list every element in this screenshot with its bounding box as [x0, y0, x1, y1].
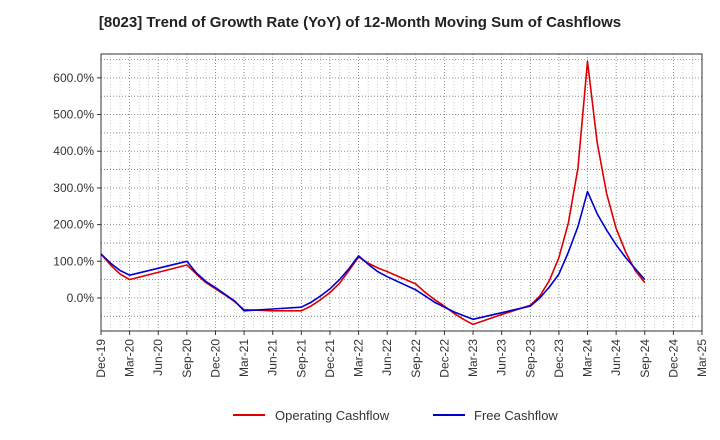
chart-title: [8023] Trend of Growth Rate (YoY) of 12-… — [98, 14, 622, 31]
legend-label: Free Cashflow — [474, 408, 558, 423]
axes: 0.0% 100.0% 200.0% 300.0% 400.0% 500.0% 600.0%… — [53, 53, 709, 378]
x-tick-label: Jun-22 — [380, 339, 394, 376]
series-line-free-cashflow — [100, 190, 646, 321]
x-tick-label: Mar-24 — [581, 339, 595, 377]
legend: Operating Cashflow Free Cashflow — [233, 408, 558, 423]
x-tick-label: Jun-23 — [495, 339, 509, 376]
x-tick-label: Sep-23 — [523, 339, 537, 378]
y-tick-label: 0.0% — [67, 291, 95, 305]
x-tick-label: Jun-24 — [609, 339, 623, 376]
y-tick-label: 300.0% — [53, 181, 94, 195]
y-tick-label: 400.0% — [53, 144, 94, 158]
x-tick-label: Mar-20 — [123, 339, 137, 377]
x-tick-label: Mar-21 — [237, 339, 251, 377]
legend-label: Operating Cashflow — [275, 408, 390, 423]
x-tick-label: Mar-25 — [695, 339, 709, 377]
x-tick-label: Mar-22 — [352, 339, 366, 377]
plot-area-frame — [100, 53, 703, 332]
series-lines — [100, 60, 646, 326]
x-tick-label: Dec-21 — [323, 339, 337, 378]
x-tick-label: Dec-19 — [94, 339, 108, 378]
x-tick-label: Sep-21 — [294, 339, 308, 378]
y-tick-label: 600.0% — [53, 71, 94, 85]
x-tick-label: Dec-20 — [208, 339, 222, 378]
grid — [101, 54, 702, 331]
x-tick-label: Sep-20 — [180, 339, 194, 378]
x-tick-label: Mar-23 — [466, 339, 480, 377]
x-tick-label: Dec-24 — [666, 339, 680, 378]
y-tick-label: 500.0% — [53, 108, 94, 122]
x-tick-label: Dec-23 — [552, 339, 566, 378]
y-tick-label: 100.0% — [53, 254, 94, 268]
x-tick-label: Dec-22 — [437, 339, 451, 378]
x-tick-label: Jun-20 — [151, 339, 165, 376]
series-line-operating-cashflow — [100, 60, 646, 326]
x-tick-label: Sep-22 — [409, 339, 423, 378]
x-tick-label: Jun-21 — [266, 339, 280, 376]
x-tick-label: Sep-24 — [638, 339, 652, 378]
y-tick-label: 200.0% — [53, 218, 94, 232]
